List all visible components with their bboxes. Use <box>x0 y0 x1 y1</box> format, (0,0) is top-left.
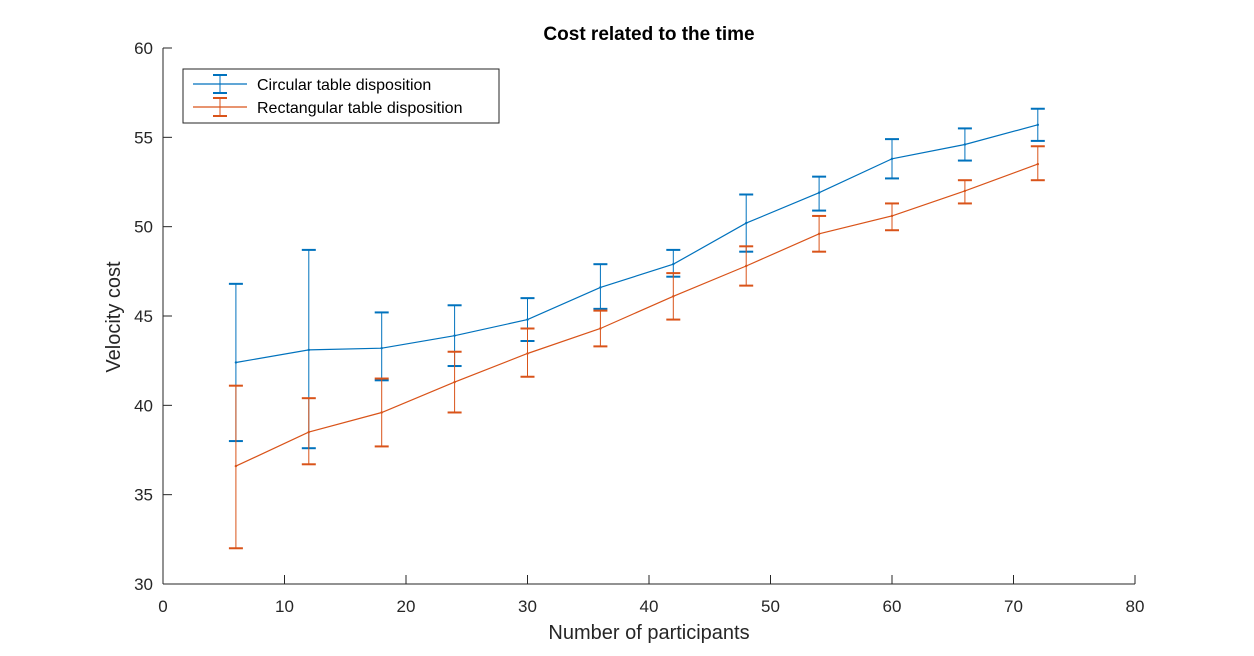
data-point <box>963 189 967 193</box>
y-tick-label: 50 <box>134 218 153 237</box>
x-tick-label: 60 <box>883 597 902 616</box>
x-tick-label: 50 <box>761 597 780 616</box>
y-tick-label: 40 <box>134 396 153 415</box>
x-tick-label: 70 <box>1004 597 1023 616</box>
series-line <box>235 163 1039 467</box>
data-point <box>307 348 310 352</box>
data-point <box>745 264 748 268</box>
data-point <box>817 191 821 194</box>
y-axis-label: Velocity cost <box>103 261 125 373</box>
series-line <box>235 124 1038 364</box>
data-point <box>890 214 894 218</box>
series-circular <box>228 107 1045 450</box>
y-tick-label: 55 <box>134 128 153 147</box>
x-axis-label: Number of participants <box>548 622 749 644</box>
y-tick-label: 30 <box>134 575 153 594</box>
x-tick-label: 30 <box>518 597 537 616</box>
x-tick-label: 80 <box>1126 597 1145 616</box>
data-point <box>453 380 456 384</box>
series-layer <box>228 107 1045 550</box>
data-point <box>526 352 529 355</box>
data-point <box>599 327 602 330</box>
data-point <box>817 232 821 236</box>
data-point <box>890 157 894 160</box>
legend-label: Rectangular table disposition <box>257 100 462 117</box>
plot-axes: 0 10 20 30 40 50 60 70 80 30 35 40 45 50 55 60 <box>134 39 1144 616</box>
data-point <box>1036 162 1040 166</box>
y-tick-label: 35 <box>134 486 153 505</box>
chart-title: Cost related to the time <box>543 24 754 45</box>
x-tick-label: 40 <box>640 597 659 616</box>
data-point <box>380 411 383 414</box>
data-point <box>1036 123 1040 127</box>
x-tick-label: 0 <box>158 597 167 616</box>
legend-box <box>182 68 500 124</box>
y-tick-label: 60 <box>134 39 153 58</box>
data-point <box>234 361 238 364</box>
series-rectangular <box>228 145 1045 550</box>
data-point <box>234 464 238 468</box>
data-point <box>672 262 675 266</box>
legend: Circular table disposition Rectangular ta… <box>182 68 500 124</box>
data-point <box>599 286 602 289</box>
legend-label: Circular table disposition <box>257 77 431 94</box>
data-point <box>672 295 675 298</box>
x-tick-label: 20 <box>397 597 416 616</box>
data-point <box>380 346 383 350</box>
data-point <box>307 430 310 434</box>
y-tick-label: 45 <box>134 307 153 326</box>
data-point <box>453 334 456 337</box>
data-point <box>526 318 529 321</box>
x-tick-label: 10 <box>275 597 294 616</box>
data-point <box>745 221 748 225</box>
data-point <box>963 143 967 146</box>
